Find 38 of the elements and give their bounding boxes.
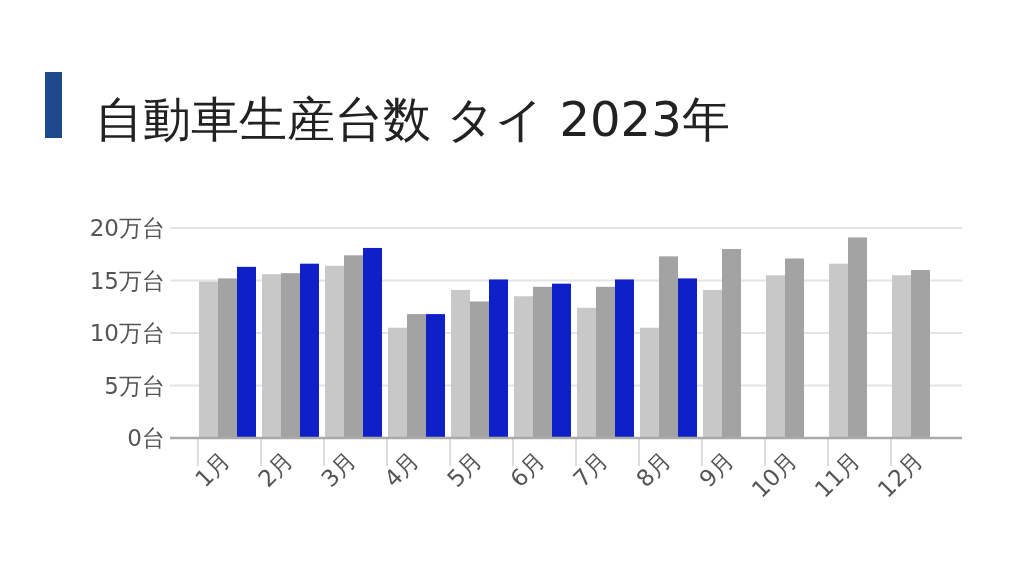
- x-tick-label: 8月: [631, 447, 677, 493]
- x-tick-label: 9月: [694, 447, 740, 493]
- bar: [388, 327, 407, 438]
- bar: [451, 289, 470, 438]
- y-tick-label: 15万台: [89, 267, 165, 294]
- bar: [199, 281, 218, 438]
- bar: [615, 279, 634, 438]
- x-tick-label: 3月: [316, 447, 362, 493]
- y-tick-label: 5万台: [104, 372, 165, 399]
- bar: [262, 274, 281, 438]
- bar: [829, 263, 848, 438]
- x-tick-label: 10月: [746, 447, 803, 503]
- x-tick-label: 1月: [190, 447, 236, 493]
- bar: [489, 279, 508, 438]
- y-tick-label: 20万台: [89, 215, 165, 241]
- bar: [363, 247, 382, 438]
- x-tick-label: 2月: [253, 447, 299, 493]
- bar: [703, 289, 722, 438]
- x-tick-label: 5月: [442, 447, 488, 493]
- bar: [426, 314, 445, 438]
- chart-title: 自動車生産台数 タイ 2023年: [95, 91, 730, 147]
- y-tick-label: 0台: [127, 425, 165, 451]
- x-tick-label: 4月: [379, 447, 425, 493]
- bar: [514, 296, 533, 438]
- y-tick-label: 10万台: [89, 320, 165, 346]
- bar: [766, 275, 785, 438]
- bar: [577, 307, 596, 438]
- bar: [640, 327, 659, 438]
- x-tick-label: 12月: [872, 447, 929, 503]
- x-tick-label: 6月: [505, 447, 551, 493]
- x-tick-label: 11月: [809, 447, 866, 503]
- bar: [300, 263, 319, 438]
- x-tick-label: 7月: [568, 447, 614, 493]
- bar: [678, 278, 697, 438]
- bar: [325, 265, 344, 438]
- bar: [237, 266, 256, 438]
- bar: [552, 283, 571, 438]
- bar: [892, 275, 911, 438]
